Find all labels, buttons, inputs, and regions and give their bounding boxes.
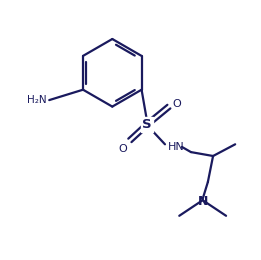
Text: O: O	[118, 144, 127, 154]
Text: S: S	[142, 118, 152, 131]
Text: H₂N: H₂N	[27, 95, 47, 105]
Text: HN: HN	[168, 142, 184, 152]
Text: O: O	[173, 99, 181, 109]
Text: N: N	[198, 195, 208, 208]
